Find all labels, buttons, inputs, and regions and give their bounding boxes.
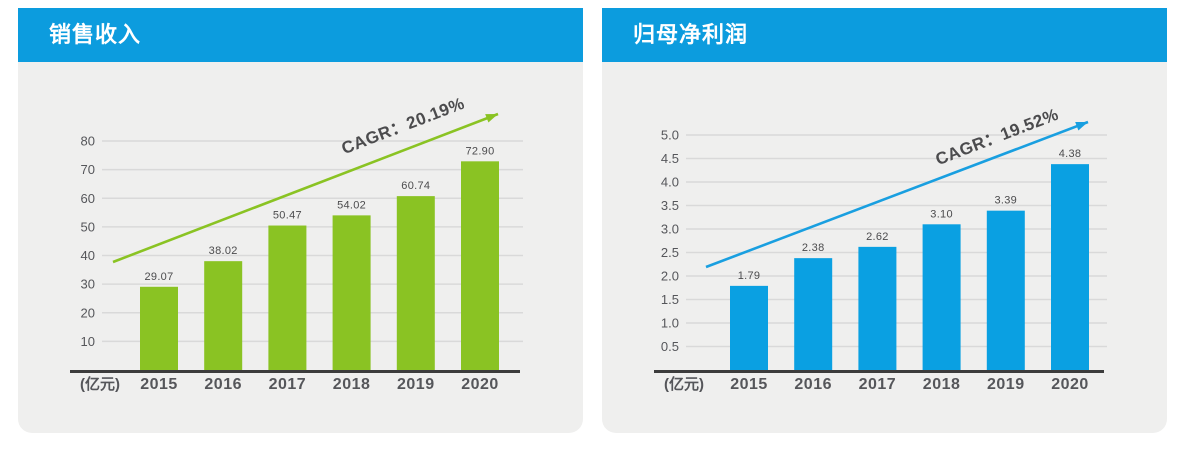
sales-revenue-bar-chart: 80 70 60 50 40 30 20 10 CAGR：20.19% 29.07 38.02 50.… [70,94,523,393]
y-tick-label: 3.5 [661,198,679,213]
x-tick-label: 2017 [859,376,897,393]
sales-revenue-title: 销售收入 [49,22,142,47]
x-tick-label: 2020 [1051,376,1089,393]
bar-2016 [794,258,833,370]
y-tick-label: 40 [81,248,95,263]
bar-value-label: 2.38 [802,242,825,254]
bar-2015 [140,286,178,370]
unit-label: (亿元) [664,375,704,393]
net-profit-title: 归母净利润 [633,22,749,47]
y-tick-label: 1.0 [661,316,679,331]
net-profit-chart-area: 5.0 4.5 4.0 3.5 3.0 2.5 2.0 1.5 1.0 0.5 CAGR：19.52… [602,62,1167,433]
bar-2020 [461,161,499,370]
y-tick-label: 4.5 [661,151,679,166]
y-tick-label: 50 [81,219,95,234]
cagr-label: CAGR：19.52% [933,105,1061,169]
y-tick-label: 3.0 [661,222,679,237]
x-tick-label: 2019 [397,376,435,393]
x-tick-label: 2016 [794,376,832,393]
bar-value-label: 54.02 [337,199,366,211]
y-tick-label: 10 [81,334,95,349]
x-tick-label: 2019 [987,376,1025,393]
cagr-arrow-head-icon [1075,122,1088,131]
bar-value-label: 1.79 [738,270,761,282]
sales-revenue-chart-area: 80 70 60 50 40 30 20 10 CAGR：20.19% 29.07 38.02 50.… [18,62,583,433]
unit-label: (亿元) [80,375,120,393]
bar-value-label: 60.74 [401,180,430,192]
x-tick-label: 2015 [140,376,178,393]
y-tick-label: 2.0 [661,269,679,284]
bar-value-label: 72.90 [465,145,494,157]
cagr-arrow-head-icon [485,114,498,123]
bar-2017 [858,246,897,370]
x-tick-label: 2016 [204,376,242,393]
y-tick-label: 5.0 [661,128,679,143]
y-tick-label: 4.0 [661,175,679,190]
net-profit-header: 归母净利润 [602,8,1167,62]
bar-2018 [922,224,961,370]
cagr-trend-arrow-line [705,120,1089,269]
bar-2016 [204,261,243,370]
bar-2019 [396,196,435,370]
bar-value-label: 29.07 [144,271,173,283]
x-tick-label: 2017 [269,376,307,393]
bar-value-label: 2.62 [866,231,889,243]
sales-revenue-header: 销售收入 [18,8,583,62]
y-tick-label: 30 [81,277,95,292]
panel-net-profit: 归母净利润 5.0 4.5 4.0 3.5 3.0 2.5 2.0 1.5 1.0 0.5 CAGR… [602,8,1167,433]
cagr-trend-arrow-line [112,112,499,264]
x-tick-label: 2018 [923,376,961,393]
bar-value-label: 3.10 [930,208,953,220]
y-tick-label: 20 [81,305,95,320]
net-profit-bar-chart: 5.0 4.5 4.0 3.5 3.0 2.5 2.0 1.5 1.0 0.5 CAGR：19.52… [654,105,1107,393]
x-tick-label: 2015 [730,376,768,393]
bar-value-label: 50.47 [273,210,302,222]
x-tick-label: 2020 [461,376,499,393]
x-tick-label: 2018 [333,376,371,393]
bar-value-label: 38.02 [209,245,238,257]
bar-2017 [268,225,307,370]
panel-sales-revenue: 销售收入 80 70 60 50 40 30 20 10 CAGR：20.19% 29.07 38.… [18,8,583,433]
y-tick-label: 60 [81,191,95,206]
bar-2015 [730,285,768,370]
bar-2019 [986,210,1025,370]
y-tick-label: 2.5 [661,245,679,260]
y-tick-label: 80 [81,134,95,149]
y-tick-label: 0.5 [661,339,679,354]
bar-2018 [332,215,371,370]
cagr-label: CAGR：20.19% [339,94,467,158]
bar-2020 [1051,164,1089,370]
y-tick-label: 1.5 [661,292,679,307]
bar-value-label: 3.39 [994,195,1017,207]
bar-value-label: 4.38 [1059,148,1082,160]
y-tick-label: 70 [81,162,95,177]
